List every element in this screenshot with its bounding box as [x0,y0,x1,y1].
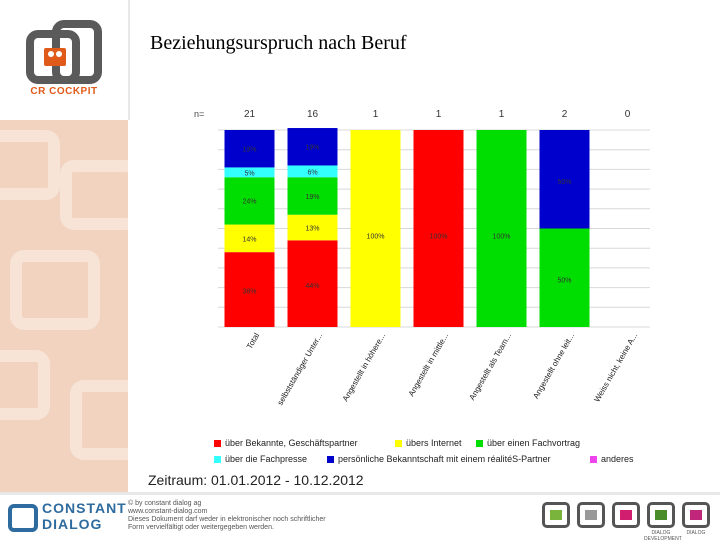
data-label: 19% [305,194,319,201]
data-label: 19% [305,145,319,152]
bar-segment [224,224,275,253]
sidebar-pattern [0,120,128,492]
data-label: 50% [557,278,571,285]
legend-label: über die Fachpresse [225,454,307,464]
bar-segment [539,228,590,327]
data-label: 100% [430,233,448,240]
legend-swatch [327,456,334,463]
category-label: Angestellt als Team... [467,332,513,402]
bg-shape [10,250,100,330]
data-label: 5% [244,170,254,177]
cr-cockpit-logo-icon [26,20,102,84]
category-label: Angestellt in mittle... [407,332,451,399]
n-count: 1 [499,109,505,120]
data-label: 100% [493,233,511,240]
data-label: 100% [367,233,385,240]
data-label: 38% [242,288,256,295]
product-icon-fill [655,510,667,520]
legend-swatch [214,440,221,447]
product-icon-fill [690,510,702,520]
legend-label: anderes [601,454,634,464]
bar-segment [287,128,338,166]
footer-divider [0,492,720,495]
bg-shape [0,130,60,200]
category-label: Angestellt in höhere... [341,332,387,404]
bar-segment [287,240,338,327]
bar-segment [476,130,527,327]
n-count: 2 [562,109,568,120]
brand-line-1: CONSTANT [42,500,127,516]
category-label: Angestellt ohne leit... [531,332,576,401]
stacked-bar-chart: n= 21 16 1 1 1 2 038%14%24%5%19%44%13%19%6%19%1… [194,109,650,464]
copyright-line: © by constant dialog ag [128,500,202,507]
bg-shape [0,350,50,420]
bar-segment [350,130,401,327]
brand-line-2: DIALOG [42,516,103,532]
bar-segment [287,165,338,178]
product-icon-label: DIALOG [686,530,706,536]
legend-swatch [395,440,402,447]
copyright-line[interactable]: www.constant-dialog.com [128,508,208,515]
n-count: 1 [373,109,379,120]
data-label: 44% [305,283,319,290]
n-count: 1 [436,109,442,120]
bar-segment [224,252,275,327]
legend-label: über Bekannte, Geschäftspartner [225,438,358,448]
footer-copyright: © by constant dialog ag www.constant-dia… [128,500,326,532]
data-label: 13% [305,226,319,233]
product-icon-fill [550,510,562,520]
product-icon-5 [682,502,710,528]
product-icon-fill [585,510,597,520]
legend-label: persönliche Bekanntschaft mit einem réal… [338,454,551,464]
category-label: Weiss nicht, keine A... [592,332,639,404]
data-label: 50% [557,179,571,186]
bar-segment [224,130,275,168]
bar-segment [224,177,275,225]
data-label: 14% [242,236,256,243]
sidebar: CR COCKPIT [0,0,128,492]
divider [128,0,130,120]
n-label: n= [194,109,204,119]
n-count: 16 [307,109,319,120]
legend-swatch [214,456,221,463]
data-label: 19% [242,147,256,154]
legend-label: über einen Fachvortrag [487,438,580,448]
product-icon-3 [612,502,640,528]
copyright-line: Form vervielfältigt oder weitergegeben w… [128,524,274,531]
bar-segment [413,130,464,327]
category-label: selbstständiger Unter... [276,332,325,407]
product-icon-2 [577,502,605,528]
product-icon-4 [647,502,675,528]
legend-label: übers Internet [406,438,462,448]
constant-dialog-logo-icon [8,504,38,532]
product-icon-1 [542,502,570,528]
data-label: 6% [307,169,317,176]
legend-swatch [590,456,597,463]
bg-shape [70,380,128,460]
bar-segment [224,167,275,178]
bar-segment [287,177,338,215]
bar-segment [539,130,590,229]
legend-swatch [476,440,483,447]
n-count: 0 [625,109,631,120]
bar-segment [287,214,338,241]
period-text: Zeitraum: 01.01.2012 - 10.12.2012 [148,472,364,488]
product-icon-label: DIALOG DEVELOPMENT [644,530,682,542]
logo-text: CR COCKPIT [30,86,98,97]
data-label: 24% [242,198,256,205]
category-label: Total [245,331,261,350]
product-icon-fill [620,510,632,520]
copyright-line: Dieses Dokument darf weder in elektronis… [128,516,326,523]
bg-shape [60,160,128,230]
n-count: 21 [244,109,256,120]
page-title: Beziehungsurspruch nach Beruf [150,32,407,54]
